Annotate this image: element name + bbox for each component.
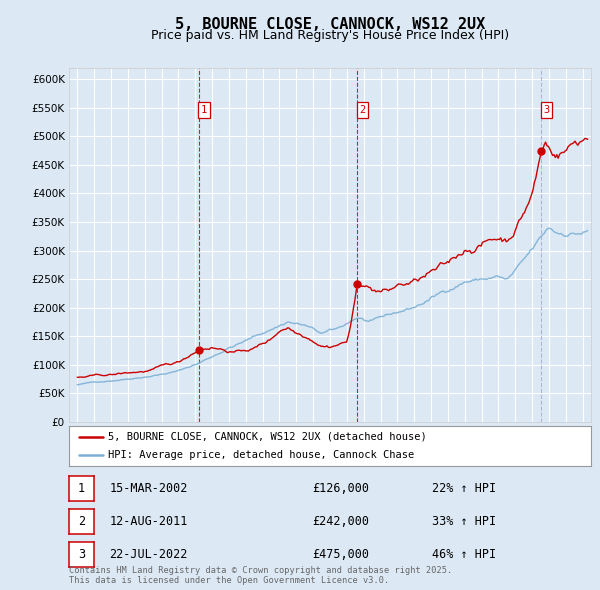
Text: 1: 1: [78, 482, 85, 495]
Text: 3: 3: [544, 105, 550, 115]
Text: 22-JUL-2022: 22-JUL-2022: [109, 548, 188, 561]
Text: HPI: Average price, detached house, Cannock Chase: HPI: Average price, detached house, Cann…: [108, 450, 415, 460]
Text: 5, BOURNE CLOSE, CANNOCK, WS12 2UX (detached house): 5, BOURNE CLOSE, CANNOCK, WS12 2UX (deta…: [108, 432, 427, 442]
Text: 33% ↑ HPI: 33% ↑ HPI: [432, 515, 496, 528]
Text: 22% ↑ HPI: 22% ↑ HPI: [432, 482, 496, 495]
Text: 2: 2: [359, 105, 365, 115]
Text: £126,000: £126,000: [312, 482, 369, 495]
Text: Contains HM Land Registry data © Crown copyright and database right 2025.
This d: Contains HM Land Registry data © Crown c…: [69, 566, 452, 585]
Text: £242,000: £242,000: [312, 515, 369, 528]
Text: 12-AUG-2011: 12-AUG-2011: [109, 515, 188, 528]
Text: 15-MAR-2002: 15-MAR-2002: [109, 482, 188, 495]
Text: 3: 3: [78, 548, 85, 561]
Text: £475,000: £475,000: [312, 548, 369, 561]
Text: 1: 1: [201, 105, 207, 115]
Text: Price paid vs. HM Land Registry's House Price Index (HPI): Price paid vs. HM Land Registry's House …: [151, 30, 509, 42]
Text: 2: 2: [78, 515, 85, 528]
Text: 46% ↑ HPI: 46% ↑ HPI: [432, 548, 496, 561]
Text: 5, BOURNE CLOSE, CANNOCK, WS12 2UX: 5, BOURNE CLOSE, CANNOCK, WS12 2UX: [175, 17, 485, 31]
